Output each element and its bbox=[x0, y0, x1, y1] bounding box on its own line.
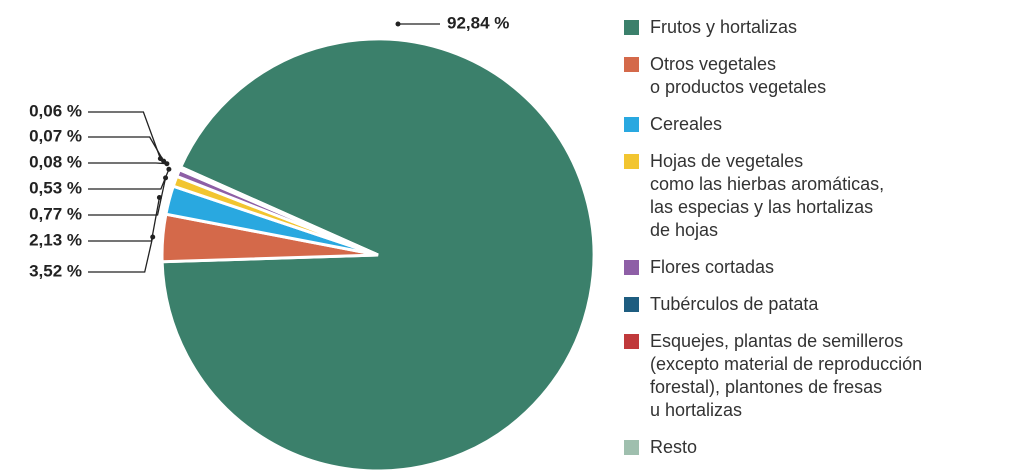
legend-swatch bbox=[624, 117, 639, 132]
legend-item: Esquejes, plantas de semilleros (excepto… bbox=[624, 330, 1009, 422]
legend-swatch bbox=[624, 154, 639, 169]
legend-label: Flores cortadas bbox=[650, 257, 775, 277]
legend-label: Tubérculos de patata bbox=[650, 294, 819, 314]
legend-label: Cereales bbox=[650, 114, 723, 134]
data-label: 92,84 % bbox=[447, 13, 509, 32]
legend-item: Otros vegetales o productos vegetales bbox=[624, 53, 1009, 99]
legend-item: Tubérculos de patata bbox=[624, 293, 1009, 316]
data-label: 3,52 % bbox=[29, 261, 82, 280]
legend-item: Hojas de vegetales como las hierbas arom… bbox=[624, 150, 1009, 242]
data-label: 0,08 % bbox=[29, 152, 82, 171]
leader-line bbox=[88, 136, 165, 162]
pie-chart: 92,84 % 3,52 % 2,13 % 0,77 % 0,53 % 0,08 % 0,0… bbox=[29, 13, 596, 472]
legend-item: Cereales bbox=[624, 113, 1009, 136]
legend-label: Esquejes, plantas de semilleros (excepto… bbox=[650, 331, 923, 420]
data-label: 0,53 % bbox=[29, 178, 82, 197]
leader-line bbox=[88, 169, 170, 190]
legend-swatch bbox=[624, 440, 639, 455]
legend-label: Frutos y hortalizas bbox=[650, 17, 798, 37]
legend-label: Otros vegetales o productos vegetales bbox=[650, 54, 827, 97]
legend-swatch bbox=[624, 260, 639, 275]
leader-line bbox=[88, 236, 154, 273]
legend-item: Flores cortadas bbox=[624, 256, 1009, 279]
data-label: 2,13 % bbox=[29, 230, 82, 249]
pie-slice bbox=[178, 165, 379, 257]
leader-dot bbox=[157, 156, 163, 162]
leader-line bbox=[88, 111, 162, 159]
legend-item: Resto bbox=[624, 436, 1009, 459]
data-label: 0,77 % bbox=[29, 204, 82, 223]
leader-dot bbox=[166, 166, 172, 172]
leader-line bbox=[88, 197, 161, 242]
leader-line bbox=[88, 177, 167, 216]
legend-swatch bbox=[624, 20, 639, 35]
legend-swatch bbox=[624, 297, 639, 312]
data-label: 0,07 % bbox=[29, 126, 82, 145]
legend-item: Frutos y hortalizas bbox=[624, 16, 1009, 39]
legend: Frutos y hortalizas Otros vegetales o pro… bbox=[624, 16, 1009, 473]
legend-label: Hojas de vegetales como las hierbas arom… bbox=[650, 151, 885, 240]
legend-swatch bbox=[624, 334, 639, 349]
leader-line bbox=[88, 162, 167, 165]
legend-swatch bbox=[624, 57, 639, 72]
data-label: 0,06 % bbox=[29, 101, 82, 120]
legend-label: Resto bbox=[650, 437, 698, 457]
